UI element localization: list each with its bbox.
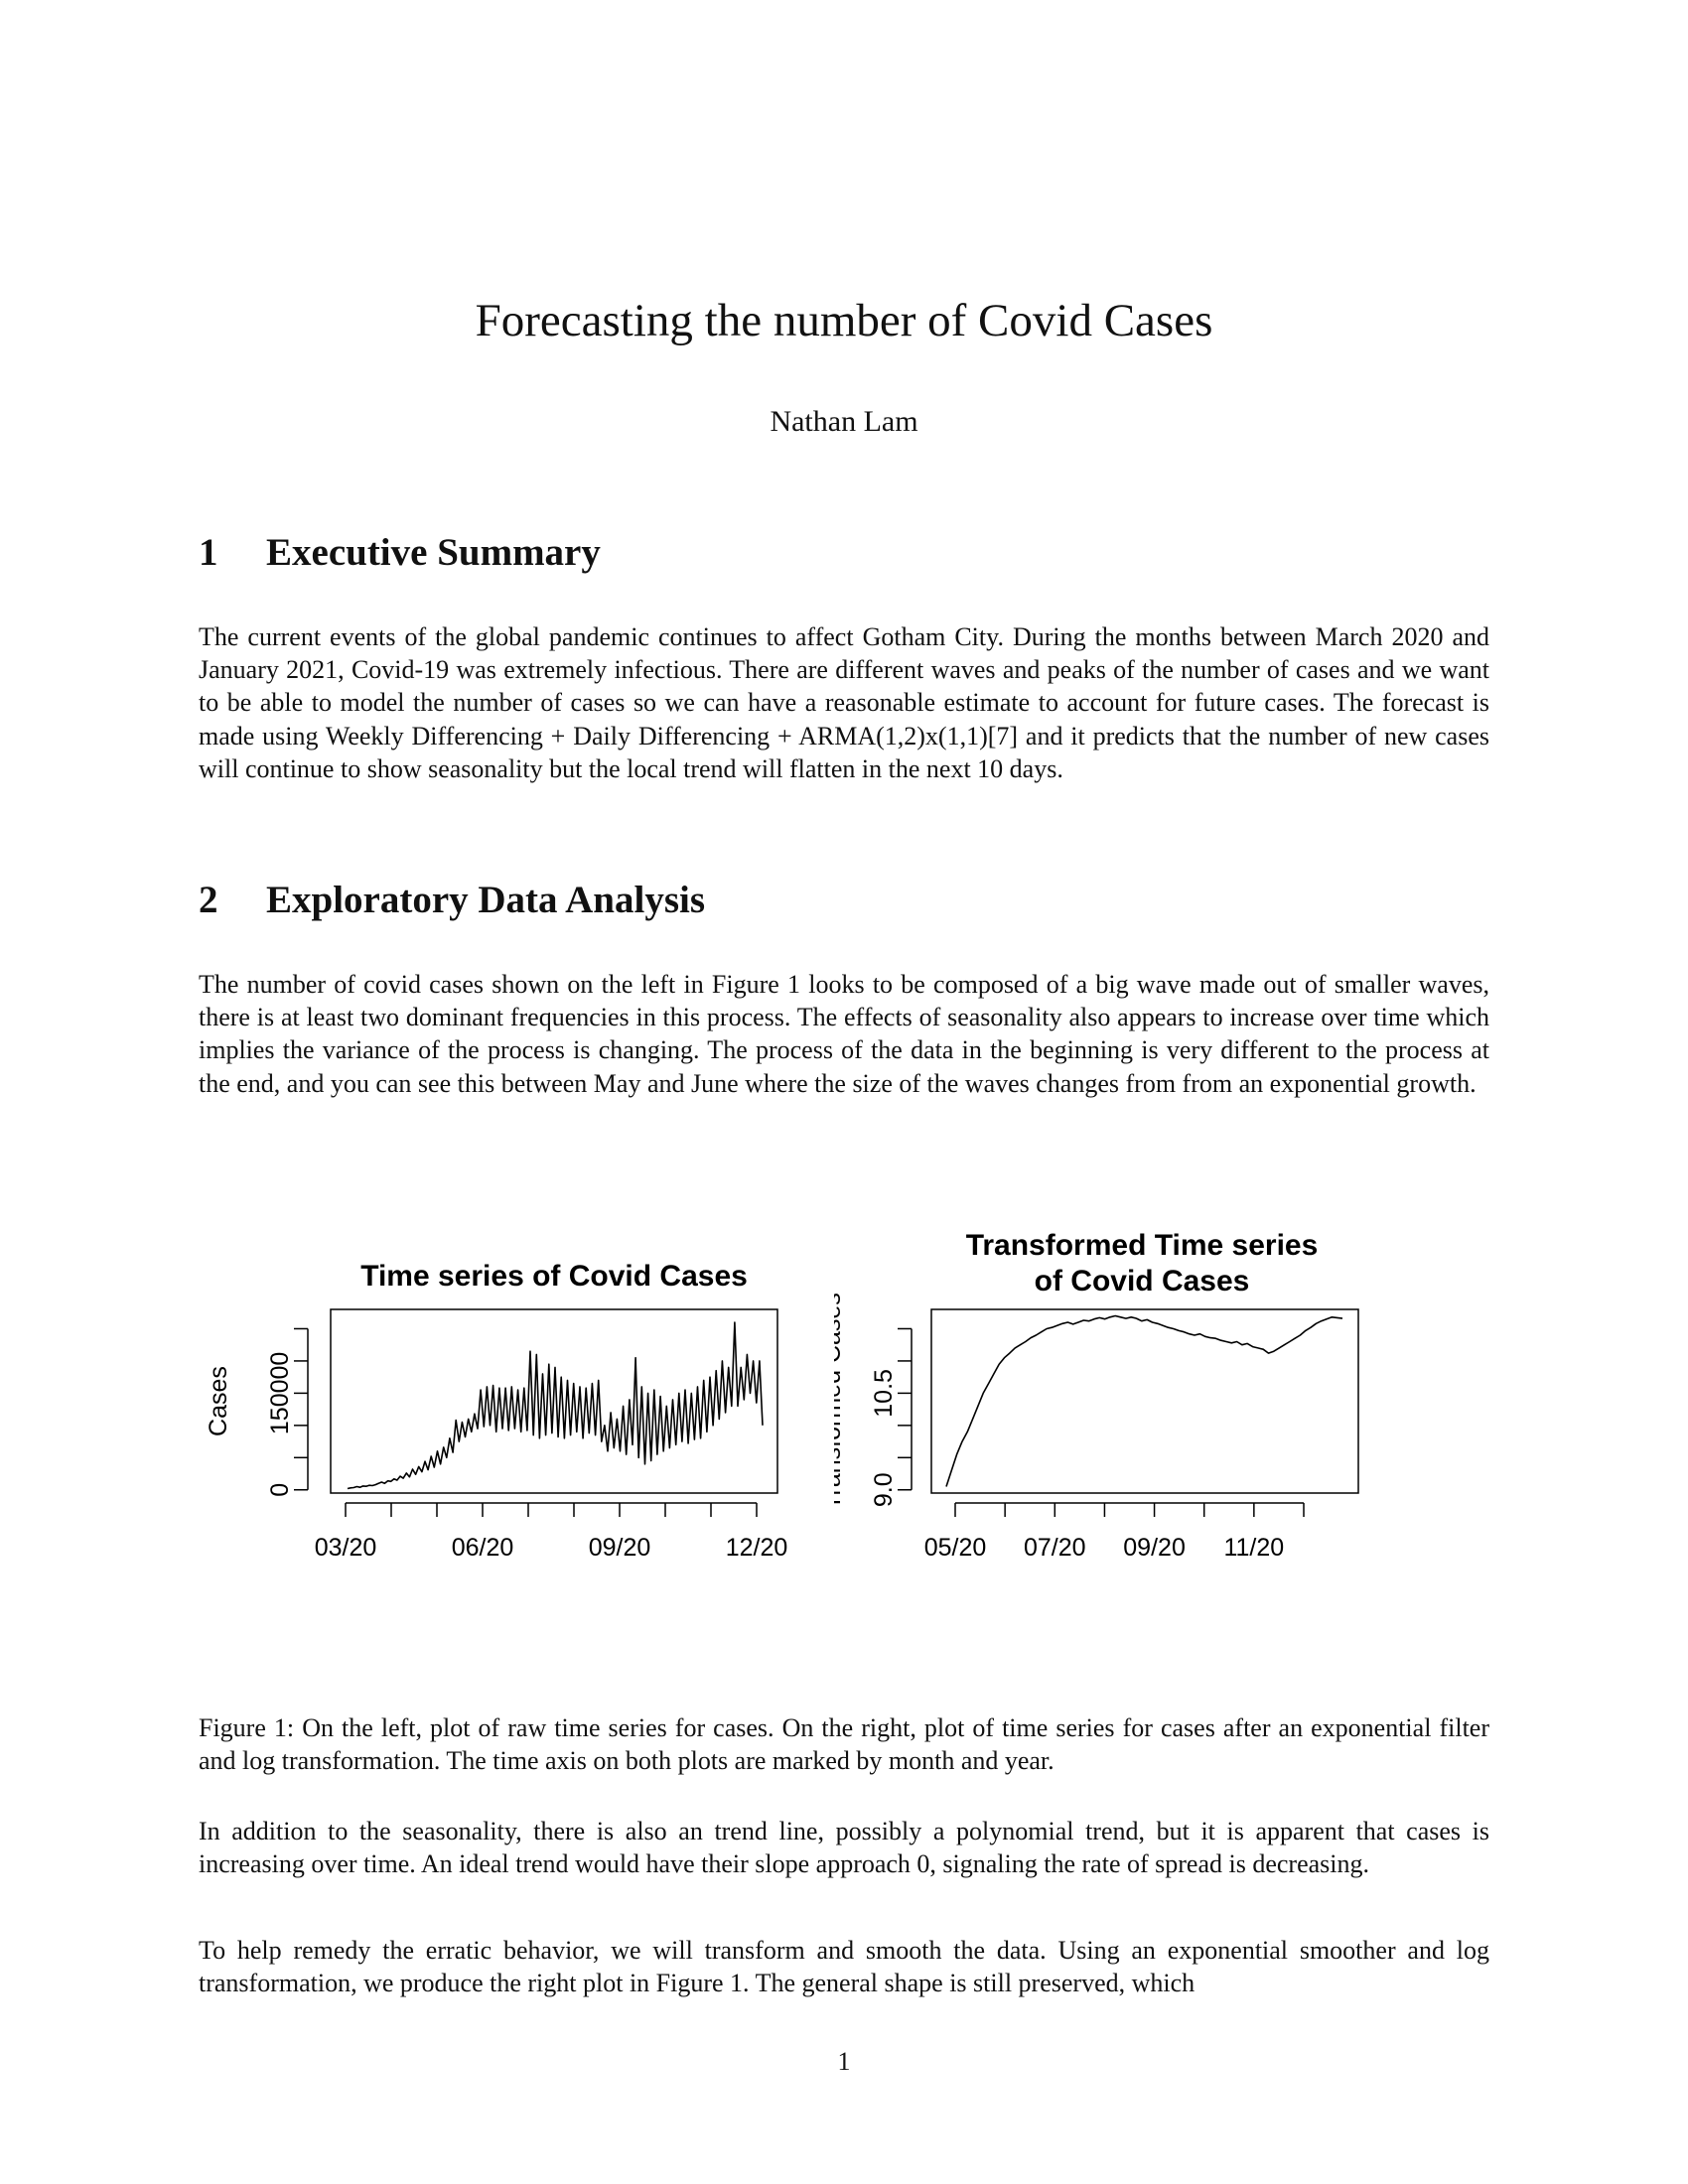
author-name: Nathan Lam <box>770 405 918 438</box>
section-title: Exploratory Data Analysis <box>266 879 706 921</box>
y-tick-label: 10.5 <box>870 1369 898 1418</box>
series-line <box>347 1321 764 1490</box>
y-axis-title: Transformed Cases <box>834 1293 846 1510</box>
x-tick-label: 05/20 <box>924 1534 987 1562</box>
section-title: Executive Summary <box>266 531 601 574</box>
paragraph: The current events of the global pandemi… <box>199 622 1489 783</box>
y-tick-label: 0 <box>266 1483 294 1497</box>
figure-1: Time series of Covid Cases 0 150000 Cases 03… <box>189 1206 1499 1603</box>
paragraph: The number of covid cases shown on the l… <box>199 970 1489 1098</box>
x-tick-label: 11/20 <box>1223 1534 1284 1562</box>
x-tick-label: 09/20 <box>589 1534 651 1562</box>
paper-title: Forecasting the number of Covid Cases <box>475 295 1213 346</box>
x-tick-label: 09/20 <box>1123 1534 1186 1562</box>
chart-title: of Covid Cases <box>1035 1265 1250 1297</box>
y-tick-label: 150000 <box>266 1352 294 1434</box>
chart-title: Time series of Covid Cases <box>360 1260 748 1293</box>
paragraph: To help remedy the erratic behavior, we … <box>199 1936 1489 1998</box>
figure-caption: Figure 1: On the left, plot of raw time … <box>199 1713 1489 1776</box>
chart-title: Transformed Time series <box>966 1229 1319 1262</box>
series-line <box>945 1314 1343 1487</box>
y-tick-label: 9.0 <box>870 1472 898 1507</box>
x-tick-label: 12/20 <box>726 1534 788 1562</box>
section-heading-1: 1 Executive Summary <box>199 530 601 575</box>
plot-frame <box>930 1308 1359 1494</box>
chart-raw-cases: Time series of Covid Cases 0 150000 Cases 03… <box>205 1260 788 1562</box>
x-tick-label: 03/20 <box>315 1534 377 1562</box>
y-axis-title: Cases <box>205 1366 232 1436</box>
x-tick-label: 06/20 <box>452 1534 514 1562</box>
plot-frame <box>330 1308 778 1494</box>
x-tick-label: 07/20 <box>1024 1534 1086 1562</box>
section-heading-2: 2 Exploratory Data Analysis <box>199 878 705 922</box>
section-number: 1 <box>199 531 218 574</box>
page-number: 1 <box>837 2047 851 2076</box>
paragraph: In addition to the seasonality, there is… <box>199 1817 1489 1879</box>
section-number: 2 <box>199 879 218 921</box>
